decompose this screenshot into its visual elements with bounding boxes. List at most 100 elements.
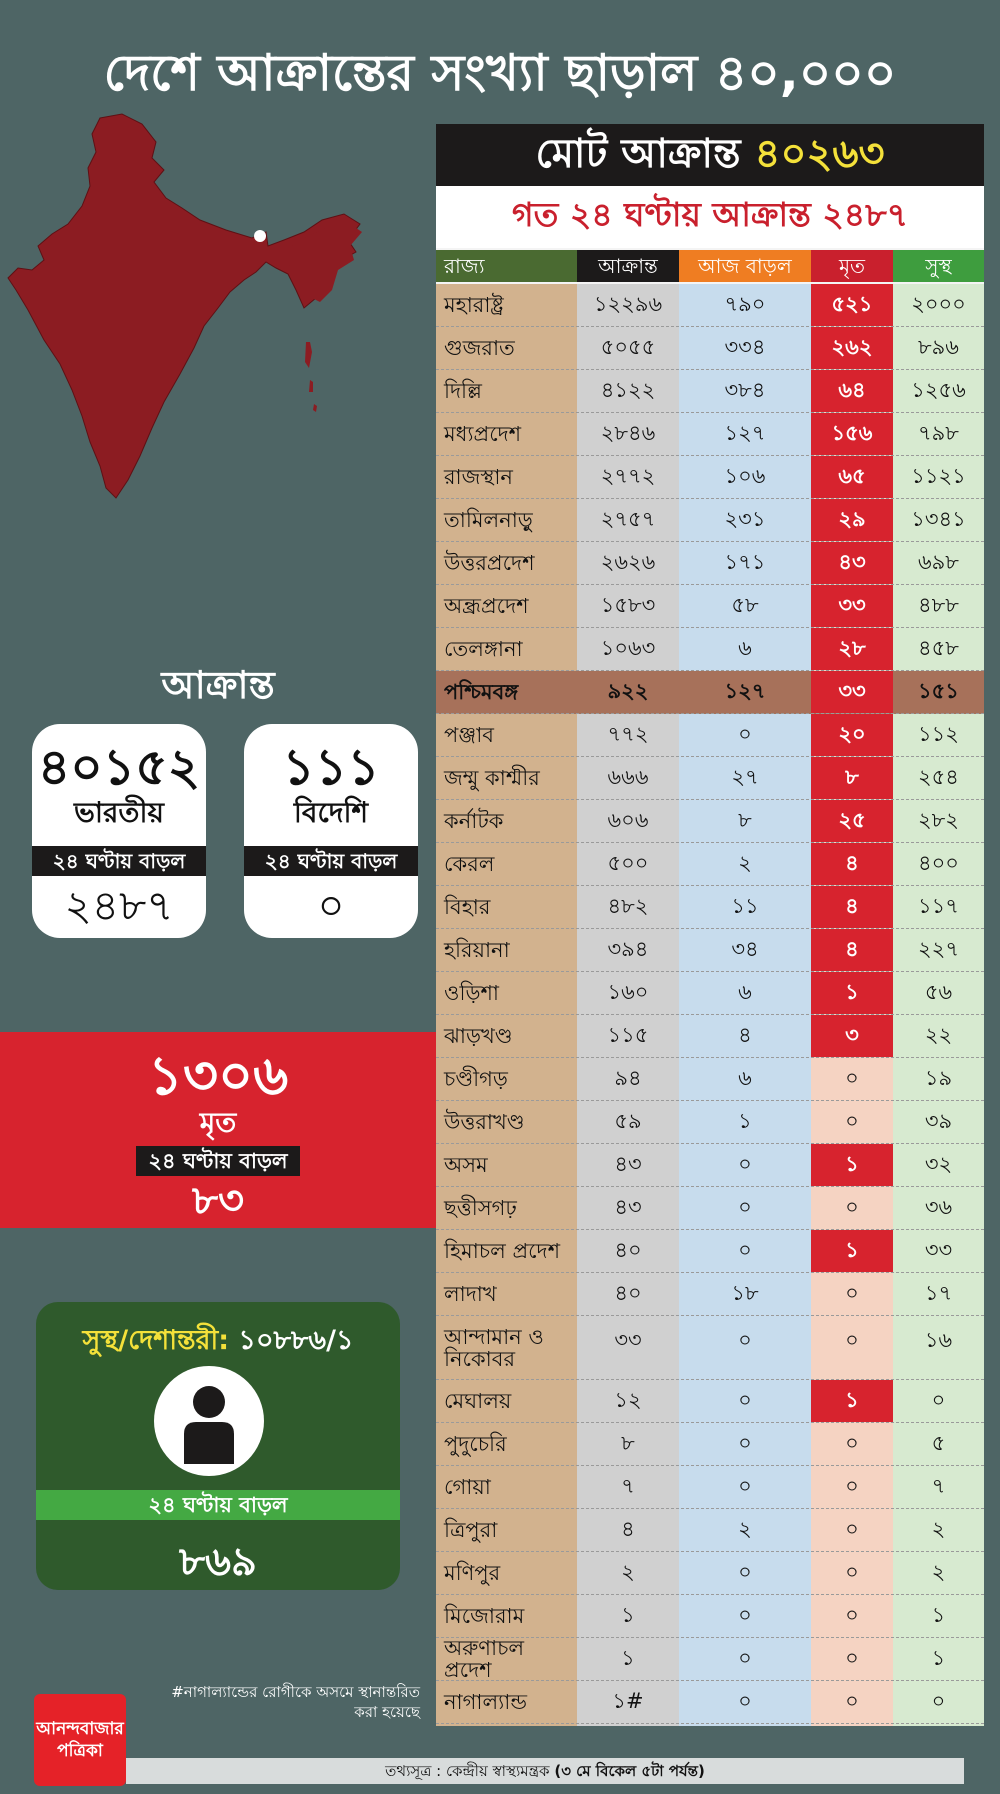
table-row: পশ্চিমবঙ্গ ৯২২ ১২৭ ৩৩ ১৫১ [436, 671, 984, 714]
cell-confirmed: ২৭৭২ [600, 463, 656, 488]
cell-today: ৭৯০ [724, 291, 766, 316]
cell-recovered: ২৫৪ [918, 764, 959, 789]
cell-recovered: ১৫১ [893, 671, 984, 713]
cell-recovered: ৮৯৬ [918, 334, 959, 359]
header-recovered: সুস্থ [893, 250, 984, 282]
cell-today: ০ [738, 1237, 752, 1262]
cell-state: লাদাখ [444, 1282, 497, 1306]
cell-today: ৬ [738, 1065, 752, 1090]
deaths-label: মৃত [199, 1106, 237, 1139]
person-icon-svg [184, 1386, 234, 1464]
cell-recovered: ৭ [931, 1473, 946, 1498]
cell-confirmed: ২৭৫৭ [600, 506, 656, 531]
table-row: মহারাষ্ট্র ১২২৯৬ ৭৯০ ৫২১ ২০০০ [436, 284, 984, 327]
cell-state: চণ্ডীগড় [444, 1067, 508, 1091]
cell-deaths: ৩ [811, 1015, 893, 1057]
cell-deaths: ৪ [811, 929, 893, 971]
cell-state: জম্মু কাশ্মীর [444, 766, 540, 790]
cell-confirmed: ৪৩ [614, 1151, 642, 1176]
cell-state: অন্ধ্রপ্রদেশ [444, 594, 529, 618]
table-body: মহারাষ্ট্র ১২২৯৬ ৭৯০ ৫২১ ২০০০ গুজরাত ৫০৫৫ ৩৩৪ ২৬… [436, 284, 984, 1726]
cell-deaths: ৬৫ [811, 456, 893, 498]
cell-today: ০ [738, 1602, 752, 1627]
header-confirmed: আক্রান্ত [577, 250, 679, 282]
cell-state: কেরল [444, 852, 495, 876]
cell-deaths: ৮ [811, 757, 893, 799]
logo-line2: পত্রিকা [57, 1741, 103, 1761]
cell-recovered: ২২৭ [918, 936, 959, 961]
cell-today: ৪ [738, 1022, 752, 1047]
cell-today: ০ [738, 1688, 752, 1713]
table-row: পঞ্জাব ৭৭২ ০ ২০ ১১২ [436, 714, 984, 757]
cell-deaths: ০ [845, 1430, 859, 1455]
cell-confirmed: ৯২২ [577, 671, 679, 713]
table-row: আন্দামান ও নিকোবর ৩৩ ০ ০ ১৬ [436, 1316, 984, 1380]
cell-recovered: ১ [931, 1602, 946, 1627]
indian-card: ৪০১৫২ ভারতীয় ২৪ ঘণ্টায় বাড়ল ২৪৮৭ [32, 724, 206, 938]
cell-confirmed: ১২২৯৬ [593, 291, 663, 316]
cell-deaths: ৬৪ [811, 370, 893, 412]
foreign-label: বিদেশি [293, 796, 369, 829]
table-row: বিহার ৪৮২ ১১ ৪ ১১৭ [436, 886, 984, 929]
cell-state: হিমাচল প্রদেশ [444, 1239, 561, 1263]
cell-recovered: ৪৫৮ [918, 635, 959, 660]
cell-confirmed: ৪০ [614, 1280, 642, 1305]
deaths-panel: ১৩০৬ মৃত ২৪ ঘণ্টায় বাড়ল ৮৩ [0, 1032, 436, 1228]
infected-label: আক্রান্ত [161, 663, 275, 707]
cell-confirmed: ২ [621, 1559, 635, 1584]
cell-recovered: ২ [931, 1559, 946, 1584]
table-row: গুজরাত ৫০৫৫ ৩৩৪ ২৬২ ৮৯৬ [436, 327, 984, 370]
cell-today: ২ [738, 850, 752, 875]
indian-strip: ২৪ ঘণ্টায় বাড়ল [32, 846, 206, 876]
cell-today: ১০৬ [724, 463, 766, 488]
cell-recovered: ৫ [931, 1430, 946, 1455]
cell-state: আন্দামান ও নিকোবর [444, 1324, 544, 1371]
table-row: উত্তরাখণ্ড ৫৯ ১ ০ ৩৯ [436, 1101, 984, 1144]
cell-deaths: ২৫ [811, 800, 893, 842]
cell-confirmed: ৮ [621, 1430, 635, 1455]
cell-deaths: ২৮ [811, 628, 893, 670]
cell-deaths: ০ [845, 1559, 859, 1584]
cell-deaths: ২৬২ [811, 327, 893, 369]
cell-recovered: ৩৬ [924, 1194, 953, 1219]
table-row: হরিয়ানা ৩৯৪ ৩৪ ৪ ২২৭ [436, 929, 984, 972]
cell-state: পশ্চিমবঙ্গ [436, 671, 577, 713]
logo-line1: আনন্দবাজার [36, 1719, 124, 1739]
table-row: মধ্যপ্রদেশ ২৮৪৬ ১২৭ ১৫৬ ৭৯৮ [436, 413, 984, 456]
cell-state: মহারাষ্ট্র [444, 293, 504, 317]
cell-recovered: ৪৮৮ [918, 592, 959, 617]
cell-deaths: ০ [845, 1194, 859, 1219]
cell-today: ০ [738, 1328, 752, 1352]
cell-today: ৩৪ [731, 936, 759, 961]
recovered-panel: সুস্থ/দেশান্তরী: ১০৮৮৬/১ ২৪ ঘণ্টায় বাড়… [36, 1302, 400, 1590]
cell-deaths: ০ [845, 1108, 859, 1133]
table-row: চণ্ডীগড় ৯৪ ৬ ০ ১৯ [436, 1058, 984, 1101]
table-row: কর্নাটক ৬০৬ ৮ ২৫ ২৮২ [436, 800, 984, 843]
cell-confirmed: ১১৫ [607, 1022, 649, 1047]
cell-confirmed: ১৬০ [607, 979, 649, 1004]
table-row: মিজোরাম ১ ০ ০ ১ [436, 1595, 984, 1638]
cell-today: ০ [738, 1430, 752, 1455]
table-row: লাদাখ ৪০ ১৮ ০ ১৭ [436, 1273, 984, 1316]
cell-today: ১৭১ [724, 549, 766, 574]
cell-deaths: ৩৩ [811, 585, 893, 627]
india-map [7, 113, 362, 499]
northeast-shape [282, 224, 362, 302]
table-header: রাজ্য আক্রান্ত আজ বাড়ল মৃত সুস্থ [436, 250, 984, 282]
table-row: ঝাড়খণ্ড ১১৫ ৪ ৩ ২২ [436, 1015, 984, 1058]
cell-recovered: ১১৭ [918, 893, 959, 918]
col-bg-today [679, 284, 811, 1726]
table-row: দিল্লি ৪১২২ ৩৮৪ ৬৪ ১২৫৬ [436, 370, 984, 413]
cell-recovered: ২ [931, 1516, 946, 1541]
header-state: রাজ্য [436, 250, 577, 282]
deaths-value: ১৩০৬ [147, 1044, 289, 1107]
source-prefix: তথ্যসূত্র : কেন্দ্রীয় স্বাস্থ্যমন্ত্রক [385, 1762, 550, 1780]
cell-deaths: ০ [845, 1328, 859, 1352]
cell-state: মধ্যপ্রদেশ [444, 422, 522, 446]
cell-confirmed: ৯৪ [614, 1065, 642, 1090]
indian-label: ভারতীয় [74, 796, 164, 829]
total-label: মোট আক্রান্ত [535, 130, 741, 177]
source-note: তথ্যসূত্র : কেন্দ্রীয় স্বাস্থ্যমন্ত্রক … [126, 1758, 964, 1784]
footnote: #নাগাল্যান্ডের রোগীকে অসমে স্থানান্তরিত … [171, 1683, 420, 1721]
cell-deaths: ৩৩ [811, 671, 893, 713]
